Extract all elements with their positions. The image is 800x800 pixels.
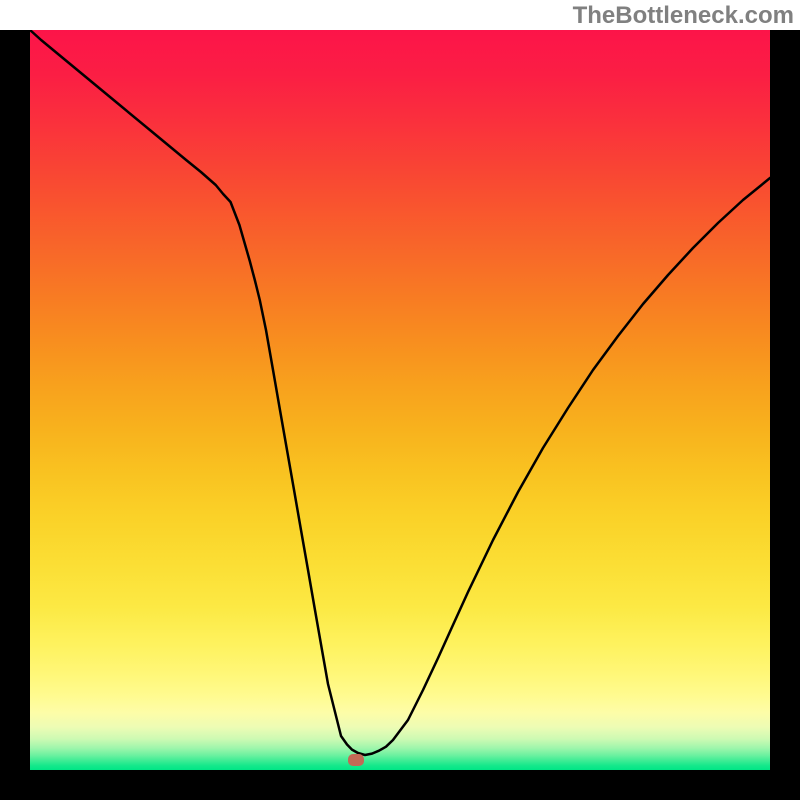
watermark-text: TheBottleneck.com <box>573 2 794 30</box>
gradient-background <box>30 30 770 770</box>
optimum-marker <box>348 754 364 766</box>
chart-outer-frame <box>0 30 800 800</box>
bottleneck-chart <box>30 30 770 770</box>
